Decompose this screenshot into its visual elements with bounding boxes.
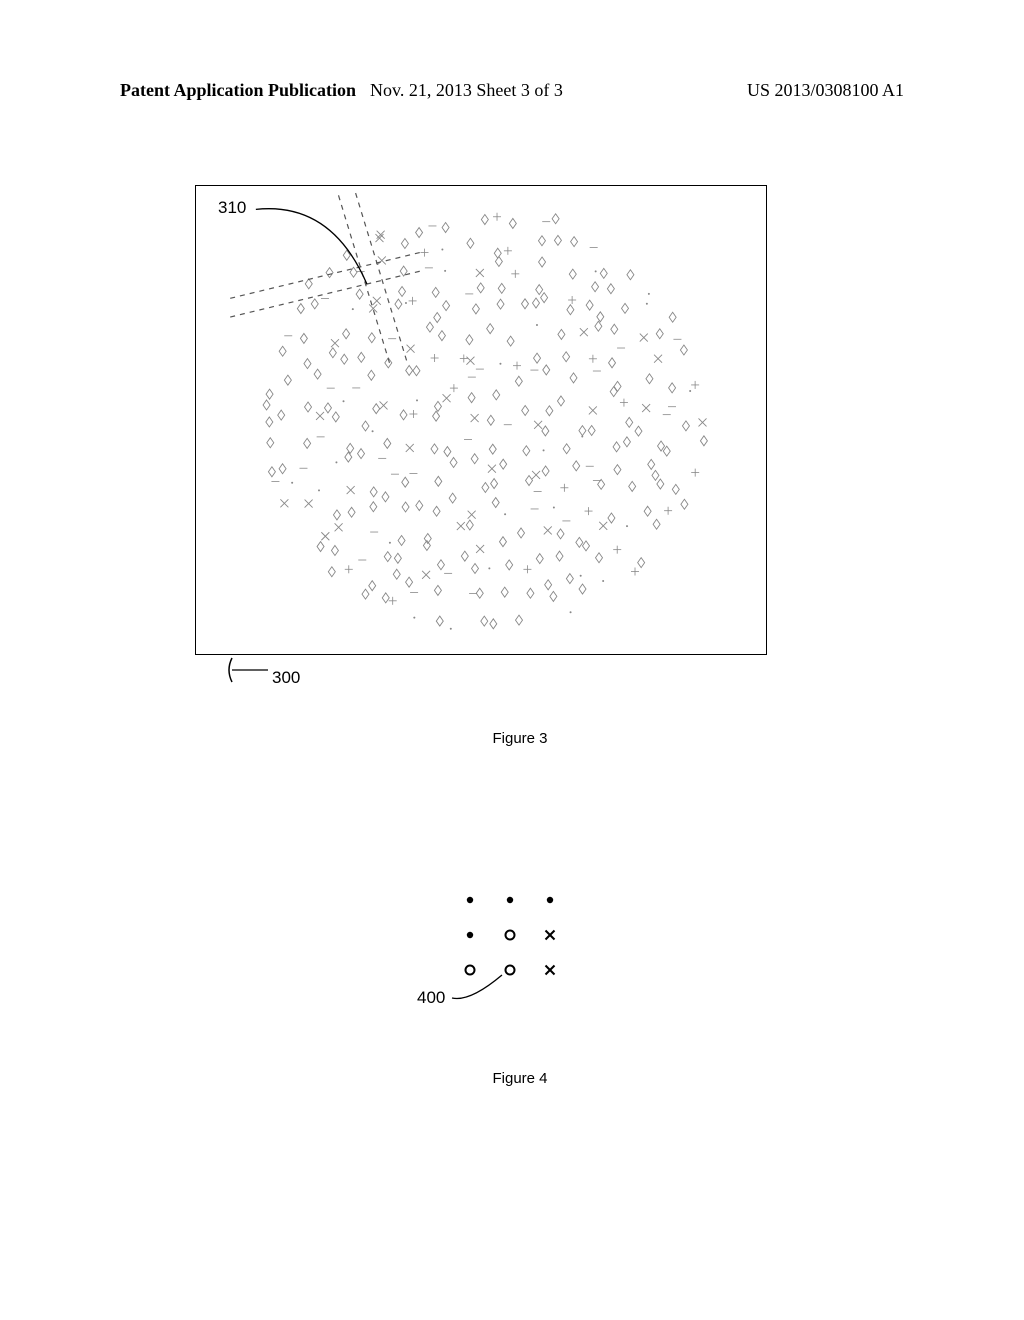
figure-3-box bbox=[195, 185, 767, 655]
bracket-300-icon bbox=[224, 656, 284, 686]
figure-3-caption: Figure 3 bbox=[420, 730, 620, 747]
header-left: Patent Application Publication bbox=[120, 80, 356, 101]
figure-4-svg bbox=[440, 890, 600, 1010]
figure-4-caption: Figure 4 bbox=[420, 1070, 620, 1087]
figure-4-wrap bbox=[440, 890, 600, 1010]
label-400: 400 bbox=[417, 988, 445, 1008]
header-right: US 2013/0308100 A1 bbox=[747, 80, 904, 101]
figure-3-svg bbox=[196, 186, 766, 654]
label-310: 310 bbox=[218, 198, 246, 218]
label-300: 300 bbox=[272, 668, 300, 688]
header-center: Nov. 21, 2013 Sheet 3 of 3 bbox=[370, 80, 563, 101]
